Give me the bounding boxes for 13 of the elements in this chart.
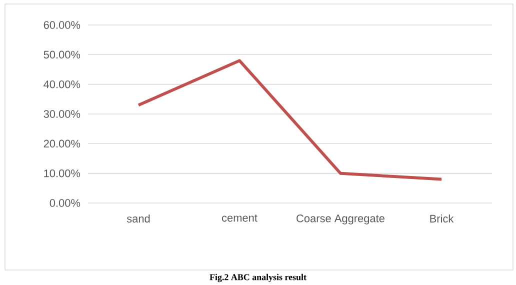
y-tick-label: 60.00% bbox=[44, 20, 80, 29]
y-tick-label: 40.00% bbox=[44, 80, 80, 88]
y-tick-label: 10.00% bbox=[44, 169, 80, 178]
x-tick-label: Coarse Aggregate bbox=[296, 214, 384, 224]
y-tick-label: 20.00% bbox=[44, 140, 80, 148]
x-tick-label: Brick bbox=[430, 214, 454, 222]
caption: Fig.2 ABC analysis result bbox=[210, 274, 306, 282]
x-tick-label: sand bbox=[126, 214, 150, 222]
x-tick-label: cement bbox=[222, 214, 258, 222]
y-tick-label: 50.00% bbox=[44, 50, 80, 58]
y-tick-label: 0.00% bbox=[50, 198, 80, 207]
line-series bbox=[137, 58, 443, 181]
y-tick-label: 30.00% bbox=[44, 110, 80, 118]
